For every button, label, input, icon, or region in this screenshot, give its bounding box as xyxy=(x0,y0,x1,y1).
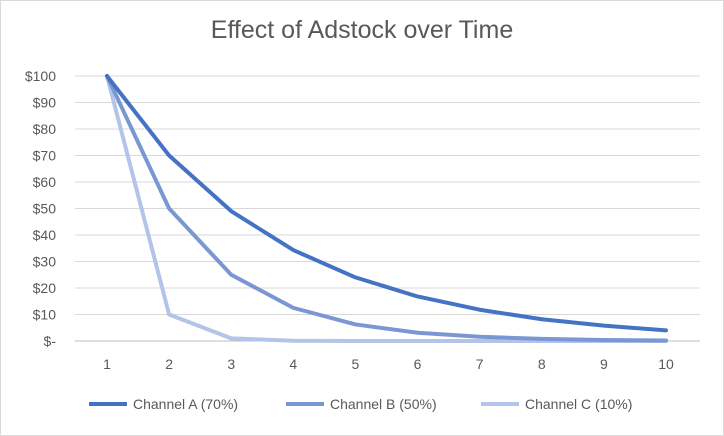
chart-title: Effect of Adstock over Time xyxy=(210,16,514,44)
x-axis-ticks: 1 2 3 4 5 6 7 8 9 10 xyxy=(103,356,674,372)
y-tick-label: $100 xyxy=(25,68,56,84)
x-tick-label: 8 xyxy=(538,356,546,372)
y-tick-label: $10 xyxy=(33,307,57,323)
gridlines xyxy=(75,75,700,342)
series-lines xyxy=(105,74,668,343)
x-tick-label: 1 xyxy=(103,356,111,372)
x-tick-label: 6 xyxy=(414,356,422,372)
x-tick-label: 9 xyxy=(600,356,608,372)
y-tick-label: $40 xyxy=(33,227,57,243)
y-tick-label: $70 xyxy=(33,148,57,164)
x-tick-label: 5 xyxy=(352,356,360,372)
y-tick-label: $20 xyxy=(33,280,57,296)
series-line-1 xyxy=(105,74,668,333)
y-tick-label: $80 xyxy=(33,121,57,137)
series-line-2 xyxy=(105,74,668,343)
legend-label: Channel B (50%) xyxy=(330,396,437,412)
y-tick-label: $60 xyxy=(33,174,57,190)
x-tick-label: 2 xyxy=(165,356,173,372)
legend-label: Channel A (70%) xyxy=(133,396,238,412)
legend: Channel A (70%) Channel B (50%) Channel C … xyxy=(89,396,632,412)
y-tick-label: $50 xyxy=(33,201,57,217)
x-tick-label: 10 xyxy=(658,356,674,372)
y-tick-label: $90 xyxy=(33,95,57,111)
x-tick-label: 7 xyxy=(476,356,484,372)
x-tick-label: 3 xyxy=(227,356,235,372)
x-tick-label: 4 xyxy=(289,356,297,372)
y-axis-ticks: $- $10 $20 $30 $40 $50 $60 $70 $80 $90 $100 xyxy=(25,68,56,349)
y-tick-label: $30 xyxy=(33,254,57,270)
y-tick-label: $- xyxy=(44,333,57,349)
legend-label: Channel C (10%) xyxy=(525,396,632,412)
